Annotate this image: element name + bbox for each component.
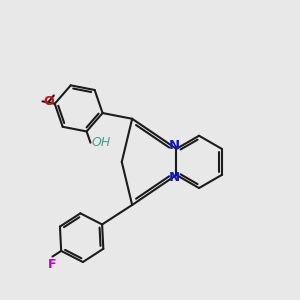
Text: N: N xyxy=(169,171,180,184)
Text: O: O xyxy=(43,95,54,108)
Text: N: N xyxy=(169,139,180,152)
Text: F: F xyxy=(48,258,57,271)
Text: OH: OH xyxy=(92,136,111,148)
